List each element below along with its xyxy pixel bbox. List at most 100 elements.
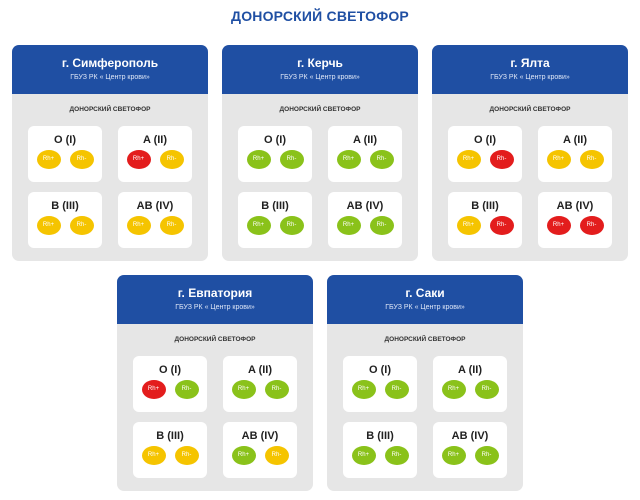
rh-positive-indicator: Rh+ — [141, 446, 166, 465]
blood-group-grid: O (I) Rh+ Rh- A (II) Rh+ Rh- B (III) Rh+… — [327, 356, 523, 478]
rh-positive-indicator: Rh+ — [141, 380, 166, 399]
card-header: г. Симферополь ГБУЗ РК « Центр крови» — [12, 45, 208, 94]
group-name: AB (IV) — [346, 200, 384, 212]
blood-group-a: A (II) Rh+ Rh- — [328, 126, 402, 182]
blood-group-o: O (I) Rh+ Rh- — [448, 126, 522, 182]
group-name: A (II) — [247, 364, 273, 376]
rh-positive-indicator: Rh+ — [351, 446, 376, 465]
rh-negative-indicator: Rh- — [489, 150, 514, 169]
rh-positive-indicator: Rh+ — [231, 380, 256, 399]
rh-positive-indicator: Rh+ — [456, 216, 481, 235]
blood-group-grid: O (I) Rh+ Rh- A (II) Rh+ Rh- B (III) Rh+… — [117, 356, 313, 478]
blood-group-ab: AB (IV) Rh+ Rh- — [223, 422, 297, 478]
blood-group-ab: AB (IV) Rh+ Rh- — [118, 192, 192, 248]
rh-negative-indicator: Rh- — [489, 216, 514, 235]
blood-group-ab: AB (IV) Rh+ Rh- — [433, 422, 507, 478]
rh-positive-indicator: Rh+ — [456, 150, 481, 169]
card-header: г. Керчь ГБУЗ РК « Центр крови» — [222, 45, 418, 94]
rh-positive-indicator: Rh+ — [441, 380, 466, 399]
group-name: AB (IV) — [136, 200, 174, 212]
group-name: AB (IV) — [241, 430, 279, 442]
card-city: г. Ялта — [510, 56, 550, 70]
card-subtitle: ДОНОРСКИЙ СВЕТОФОР — [489, 106, 571, 113]
blood-group-b: B (III) Rh+ Rh- — [448, 192, 522, 248]
card-subtitle: ДОНОРСКИЙ СВЕТОФОР — [384, 336, 466, 343]
rh-negative-indicator: Rh- — [159, 216, 184, 235]
rh-negative-indicator: Rh- — [264, 446, 289, 465]
rh-positive-indicator: Rh+ — [246, 216, 271, 235]
rh-negative-indicator: Rh- — [174, 380, 199, 399]
blood-group-a: A (II) Rh+ Rh- — [538, 126, 612, 182]
card-subtitle: ДОНОРСКИЙ СВЕТОФОР — [69, 106, 151, 113]
rh-negative-indicator: Rh- — [279, 150, 304, 169]
rh-negative-indicator: Rh- — [579, 216, 604, 235]
blood-group-b: B (III) Rh+ Rh- — [133, 422, 207, 478]
card-city: г. Евпатория — [177, 286, 253, 300]
rh-negative-indicator: Rh- — [369, 150, 394, 169]
card-header: г. Саки ГБУЗ РК « Центр крови» — [327, 275, 523, 324]
group-name: B (III) — [261, 200, 289, 212]
card-evpatoria: г. Евпатория ГБУЗ РК « Центр крови» ДОНО… — [117, 275, 313, 491]
group-name: O (I) — [474, 134, 496, 146]
rh-negative-indicator: Rh- — [384, 380, 409, 399]
group-name: O (I) — [54, 134, 76, 146]
blood-group-b: B (III) Rh+ Rh- — [343, 422, 417, 478]
rh-positive-indicator: Rh+ — [546, 150, 571, 169]
blood-group-b: B (III) Rh+ Rh- — [28, 192, 102, 248]
rh-positive-indicator: Rh+ — [351, 380, 376, 399]
group-name: AB (IV) — [556, 200, 594, 212]
card-subtitle: ДОНОРСКИЙ СВЕТОФОР — [174, 336, 256, 343]
blood-group-o: O (I) Rh+ Rh- — [28, 126, 102, 182]
blood-group-a: A (II) Rh+ Rh- — [433, 356, 507, 412]
rh-positive-indicator: Rh+ — [336, 150, 361, 169]
rh-positive-indicator: Rh+ — [36, 216, 61, 235]
blood-group-o: O (I) Rh+ Rh- — [133, 356, 207, 412]
blood-group-ab: AB (IV) Rh+ Rh- — [328, 192, 402, 248]
card-city: г. Симферополь — [61, 56, 159, 70]
card-subtitle: ДОНОРСКИЙ СВЕТОФОР — [279, 106, 361, 113]
blood-group-o: O (I) Rh+ Rh- — [238, 126, 312, 182]
group-name: AB (IV) — [451, 430, 489, 442]
rh-negative-indicator: Rh- — [174, 446, 199, 465]
blood-group-a: A (II) Rh+ Rh- — [223, 356, 297, 412]
page-title: ДОНОРСКИЙ СВЕТОФОР — [231, 8, 409, 24]
blood-group-grid: O (I) Rh+ Rh- A (II) Rh+ Rh- B (III) Rh+… — [222, 126, 418, 248]
group-name: O (I) — [264, 134, 286, 146]
rh-negative-indicator: Rh- — [264, 380, 289, 399]
rh-positive-indicator: Rh+ — [231, 446, 256, 465]
rh-negative-indicator: Rh- — [369, 216, 394, 235]
card-kerch: г. Керчь ГБУЗ РК « Центр крови» ДОНОРСКИ… — [222, 45, 418, 261]
group-name: B (III) — [471, 200, 499, 212]
rh-negative-indicator: Rh- — [69, 216, 94, 235]
blood-group-grid: O (I) Rh+ Rh- A (II) Rh+ Rh- B (III) Rh+… — [12, 126, 208, 248]
group-name: A (II) — [142, 134, 168, 146]
card-org: ГБУЗ РК « Центр крови» — [385, 304, 465, 311]
rh-positive-indicator: Rh+ — [246, 150, 271, 169]
blood-group-b: B (III) Rh+ Rh- — [238, 192, 312, 248]
card-simferopol: г. Симферополь ГБУЗ РК « Центр крови» ДО… — [12, 45, 208, 261]
card-city: г. Керчь — [297, 56, 343, 70]
group-name: B (III) — [366, 430, 394, 442]
group-name: A (II) — [457, 364, 483, 376]
group-name: A (II) — [562, 134, 588, 146]
card-org: ГБУЗ РК « Центр крови» — [175, 304, 255, 311]
rh-negative-indicator: Rh- — [69, 150, 94, 169]
card-saki: г. Саки ГБУЗ РК « Центр крови» ДОНОРСКИЙ… — [327, 275, 523, 491]
rh-negative-indicator: Rh- — [159, 150, 184, 169]
rh-negative-indicator: Rh- — [279, 216, 304, 235]
group-name: A (II) — [352, 134, 378, 146]
card-org: ГБУЗ РК « Центр крови» — [70, 74, 150, 81]
card-org: ГБУЗ РК « Центр крови» — [280, 74, 360, 81]
rh-negative-indicator: Rh- — [384, 446, 409, 465]
blood-group-grid: O (I) Rh+ Rh- A (II) Rh+ Rh- B (III) Rh+… — [432, 126, 628, 248]
group-name: O (I) — [159, 364, 181, 376]
blood-group-o: O (I) Rh+ Rh- — [343, 356, 417, 412]
rh-positive-indicator: Rh+ — [126, 216, 151, 235]
card-org: ГБУЗ РК « Центр крови» — [490, 74, 570, 81]
rh-positive-indicator: Rh+ — [546, 216, 571, 235]
group-name: B (III) — [156, 430, 184, 442]
group-name: B (III) — [51, 200, 79, 212]
rh-positive-indicator: Rh+ — [36, 150, 61, 169]
blood-group-a: A (II) Rh+ Rh- — [118, 126, 192, 182]
rh-negative-indicator: Rh- — [474, 446, 499, 465]
